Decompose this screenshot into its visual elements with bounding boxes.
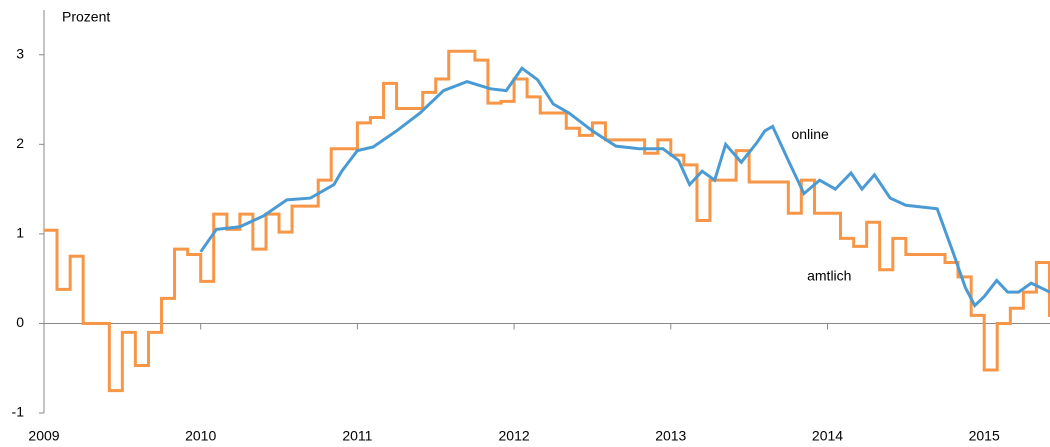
y-tick-label: -1 — [12, 404, 25, 420]
y-axis-label: Prozent — [62, 9, 110, 25]
x-tick-label: 2015 — [969, 428, 1000, 444]
y-tick-label: 1 — [16, 225, 24, 241]
y-tick-label: 2 — [16, 135, 24, 151]
y-tick-label: 3 — [16, 45, 24, 61]
x-tick-label: 2011 — [342, 428, 372, 444]
x-tick-label: 2010 — [185, 428, 216, 444]
series-line — [44, 49, 1050, 393]
series-line — [199, 66, 1050, 308]
x-tick-label: 2012 — [499, 428, 530, 444]
annotation: amtlich — [807, 268, 851, 284]
x-tick-label: 2009 — [28, 428, 59, 444]
x-tick-label: 2013 — [655, 428, 686, 444]
x-tick-label: 2014 — [812, 428, 843, 444]
y-tick-label: 0 — [16, 314, 24, 330]
annotation: online — [791, 126, 829, 142]
